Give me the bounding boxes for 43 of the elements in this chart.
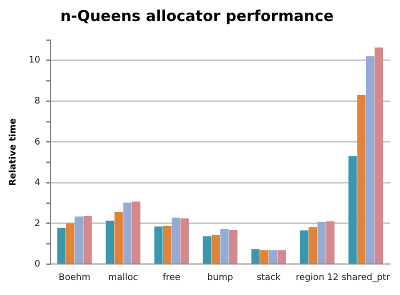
- bar: [163, 226, 172, 264]
- bar: [220, 228, 229, 264]
- y-tick-label: 0: [34, 260, 41, 270]
- bar: [66, 223, 74, 264]
- x-tick-label: stack: [256, 272, 282, 283]
- x-tick-label: region 12: [296, 272, 339, 283]
- y-tick-label: 10: [28, 56, 41, 66]
- bar: [317, 222, 326, 264]
- y-tick-label: 6: [34, 137, 41, 148]
- x-tick-label: Boehm: [58, 272, 90, 283]
- chart-title: n-Queens allocator performance: [60, 6, 334, 25]
- y-tick-label: 2: [34, 218, 40, 229]
- x-tick-label: shared_ptr: [342, 272, 390, 283]
- bar: [106, 220, 114, 264]
- bar: [83, 216, 92, 264]
- bar: [123, 202, 132, 264]
- bar: [308, 227, 318, 264]
- bar: [260, 250, 268, 264]
- y-tick-label: 8: [34, 96, 41, 106]
- bar: [202, 236, 212, 264]
- bar: [57, 228, 66, 264]
- bar: [172, 218, 180, 264]
- bar: [212, 235, 220, 264]
- bar: [348, 156, 357, 264]
- bar: [154, 226, 163, 264]
- bar: [132, 202, 140, 264]
- y-tick-label: 4: [34, 178, 41, 188]
- x-tick-label: malloc: [108, 272, 138, 283]
- bar: [366, 56, 374, 264]
- x-tick-label: free: [162, 272, 181, 283]
- bar: [278, 250, 286, 264]
- bar: [229, 230, 238, 264]
- bar: [374, 48, 384, 264]
- bar: [114, 212, 123, 264]
- bar: [74, 216, 84, 264]
- bar: [268, 250, 278, 264]
- x-tick-label: bump: [207, 272, 234, 283]
- bar: [326, 221, 334, 264]
- bar: [357, 94, 366, 264]
- y-axis-title: Relative time: [8, 118, 19, 186]
- bar: [180, 218, 189, 264]
- bar: [300, 230, 308, 264]
- bar: [251, 249, 260, 264]
